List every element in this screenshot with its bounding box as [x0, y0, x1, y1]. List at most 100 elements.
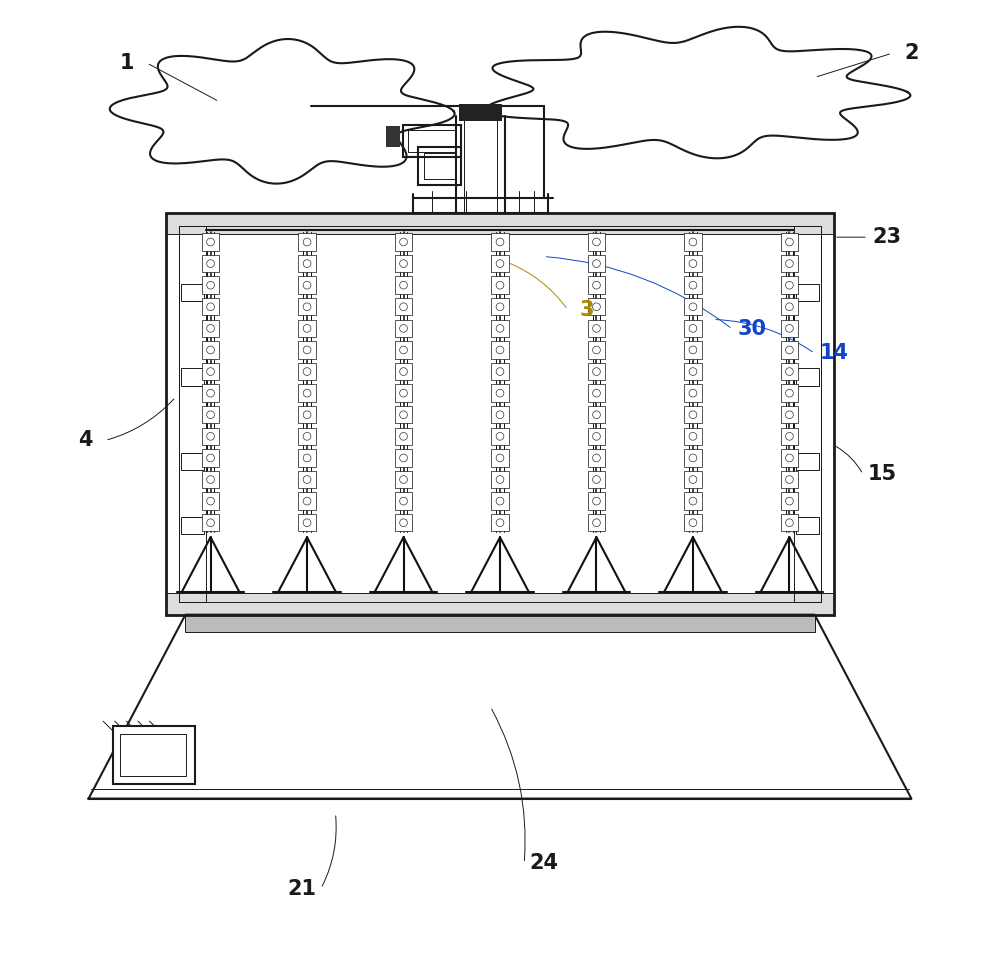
Bar — [588, 298, 605, 316]
Circle shape — [689, 498, 697, 505]
Bar — [684, 255, 702, 272]
Circle shape — [303, 368, 311, 376]
Circle shape — [786, 324, 793, 332]
Bar — [395, 277, 412, 294]
Text: 21: 21 — [287, 879, 316, 898]
Circle shape — [786, 282, 793, 289]
Circle shape — [786, 238, 793, 246]
Circle shape — [786, 433, 793, 440]
Circle shape — [496, 259, 504, 267]
Circle shape — [786, 475, 793, 483]
Circle shape — [593, 324, 600, 332]
Bar — [395, 319, 412, 337]
Circle shape — [786, 454, 793, 462]
Bar — [684, 233, 702, 251]
Bar — [684, 298, 702, 316]
Bar — [113, 726, 195, 784]
Bar — [202, 233, 219, 251]
Circle shape — [593, 454, 600, 462]
Circle shape — [303, 324, 311, 332]
Circle shape — [303, 259, 311, 267]
Bar — [796, 368, 819, 385]
Bar — [202, 493, 219, 510]
Bar — [386, 126, 400, 137]
Circle shape — [303, 475, 311, 483]
Bar — [491, 319, 509, 337]
Bar — [181, 368, 204, 385]
Bar — [588, 470, 605, 488]
Bar — [781, 277, 798, 294]
Bar — [491, 298, 509, 316]
Bar — [202, 428, 219, 445]
Circle shape — [593, 259, 600, 267]
Bar — [120, 734, 186, 776]
Circle shape — [593, 519, 600, 527]
Bar — [588, 277, 605, 294]
Bar — [781, 255, 798, 272]
Circle shape — [207, 324, 214, 332]
Circle shape — [496, 389, 504, 397]
Bar — [181, 517, 204, 534]
Bar — [588, 233, 605, 251]
Circle shape — [400, 410, 407, 418]
Circle shape — [303, 498, 311, 505]
Bar — [202, 255, 219, 272]
Polygon shape — [89, 615, 911, 799]
Bar — [202, 514, 219, 531]
Circle shape — [303, 238, 311, 246]
Text: 1: 1 — [120, 53, 135, 73]
Circle shape — [400, 475, 407, 483]
Bar — [781, 384, 798, 402]
Circle shape — [689, 282, 697, 289]
Bar — [408, 130, 456, 152]
Bar — [395, 406, 412, 423]
Circle shape — [786, 410, 793, 418]
Bar — [298, 319, 316, 337]
Circle shape — [689, 475, 697, 483]
Circle shape — [207, 282, 214, 289]
Circle shape — [496, 347, 504, 354]
Bar — [491, 470, 509, 488]
Circle shape — [303, 282, 311, 289]
Bar — [491, 449, 509, 467]
Circle shape — [400, 389, 407, 397]
Bar — [202, 384, 219, 402]
Bar — [166, 213, 834, 615]
Bar — [166, 593, 834, 615]
Circle shape — [593, 347, 600, 354]
Bar — [395, 514, 412, 531]
Bar — [491, 406, 509, 423]
Bar — [491, 363, 509, 380]
Bar — [298, 384, 316, 402]
Bar — [491, 493, 509, 510]
Circle shape — [593, 368, 600, 376]
Bar — [202, 298, 219, 316]
Bar — [781, 449, 798, 467]
Bar — [424, 153, 455, 178]
Circle shape — [689, 303, 697, 311]
Bar — [684, 514, 702, 531]
Circle shape — [593, 475, 600, 483]
Bar — [395, 384, 412, 402]
Bar — [684, 342, 702, 359]
Bar — [794, 226, 821, 602]
Circle shape — [207, 498, 214, 505]
Circle shape — [496, 454, 504, 462]
Bar — [202, 470, 219, 488]
Circle shape — [303, 303, 311, 311]
Circle shape — [303, 389, 311, 397]
Bar — [459, 104, 502, 121]
Text: 3: 3 — [580, 300, 594, 319]
Bar — [202, 449, 219, 467]
Bar — [298, 298, 316, 316]
Circle shape — [786, 389, 793, 397]
Circle shape — [593, 498, 600, 505]
Bar — [588, 493, 605, 510]
Bar — [395, 363, 412, 380]
Bar — [491, 428, 509, 445]
Bar — [684, 449, 702, 467]
Bar — [781, 298, 798, 316]
Circle shape — [496, 410, 504, 418]
Bar — [202, 319, 219, 337]
Circle shape — [496, 498, 504, 505]
